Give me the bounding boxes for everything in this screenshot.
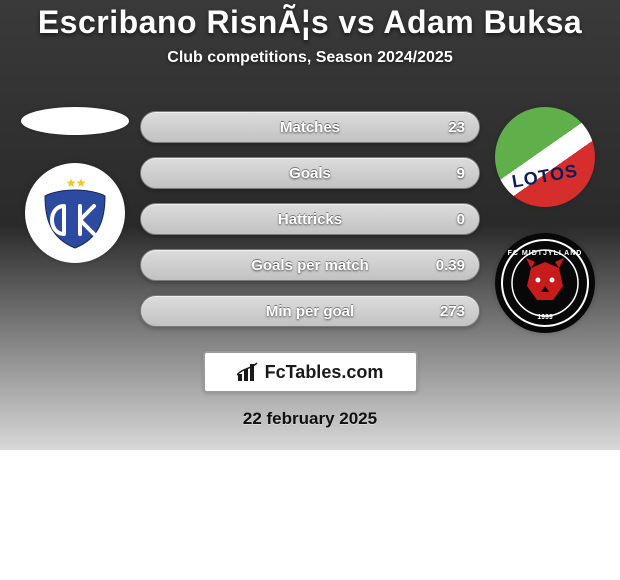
placeholder-oval [21, 107, 129, 135]
svg-text:FC MIDTJYLLAND: FC MIDTJYLLAND [508, 250, 583, 257]
stat-label: Matches [280, 119, 340, 136]
page-subtitle: Club competitions, Season 2024/2025 [0, 49, 620, 67]
club-badge-midtjylland: FC MIDTJYLLAND 1999 [495, 233, 595, 333]
stat-label: Goals [289, 165, 331, 182]
fck-shield-icon [40, 188, 110, 250]
watermark-box: FcTables.com [203, 351, 418, 393]
stat-value: 9 [457, 165, 465, 182]
main-row: ★ ★ Matches 23 Goals 9 Hattricks 0 [0, 101, 620, 333]
club-badge-lechia: LOTOS [495, 107, 595, 207]
stat-label: Hattricks [278, 211, 342, 228]
right-badge-column: LOTOS FC MIDTJYLLAND 1999 [490, 101, 600, 333]
stat-value: 0 [457, 211, 465, 228]
stat-label: Min per goal [266, 303, 354, 320]
svg-text:1999: 1999 [537, 314, 553, 321]
stat-label: Goals per match [251, 257, 369, 274]
watermark-text: FcTables.com [265, 362, 384, 383]
stat-row-goals: Goals 9 [140, 157, 480, 189]
stats-column: Matches 23 Goals 9 Hattricks 0 Goals per… [140, 101, 480, 327]
stat-row-matches: Matches 23 [140, 111, 480, 143]
stat-value: 23 [448, 119, 465, 136]
lotos-text-icon: LOTOS [495, 157, 595, 195]
page-title: Escribano RisnÃ¦s vs Adam Buksa [0, 4, 620, 41]
stat-row-hattricks: Hattricks 0 [140, 203, 480, 235]
content-wrapper: Escribano RisnÃ¦s vs Adam Buksa Club com… [0, 0, 620, 429]
midtjylland-crest-icon: FC MIDTJYLLAND 1999 [500, 238, 590, 328]
stat-value: 273 [440, 303, 465, 320]
stat-row-min-per-goal: Min per goal 273 [140, 295, 480, 327]
bars-icon [237, 362, 259, 382]
left-badge-column: ★ ★ [20, 101, 130, 263]
stat-row-goals-per-match: Goals per match 0.39 [140, 249, 480, 281]
club-badge-copenhagen: ★ ★ [25, 163, 125, 263]
stat-value: 0.39 [436, 257, 465, 274]
date-text: 22 february 2025 [0, 409, 620, 429]
